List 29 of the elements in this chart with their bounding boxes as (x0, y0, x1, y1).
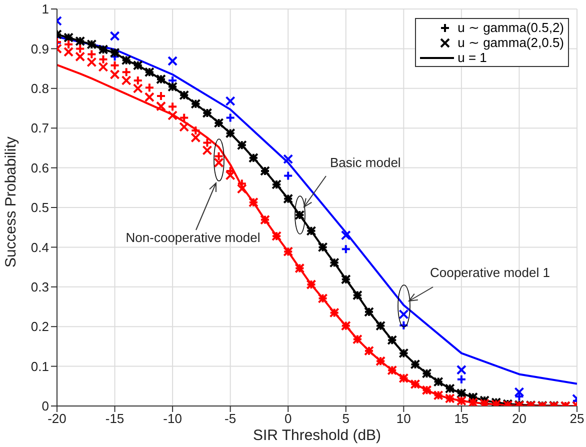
y-tick-label: 0.7 (30, 120, 49, 136)
y-tick-label: 0 (42, 398, 49, 414)
x-tick-label: 15 (454, 411, 469, 426)
annotation: Basic model (330, 155, 401, 170)
x-tick-label: 10 (396, 411, 411, 426)
y-tick-label: 0.6 (30, 160, 49, 176)
x-axis-title: SIR Threshold (dB) (252, 427, 382, 444)
y-tick-label: 1 (42, 2, 49, 17)
annotation: Non-cooperative model (126, 230, 260, 245)
legend-label: u = 1 (458, 50, 487, 65)
y-tick-label: 0.2 (30, 319, 49, 334)
y-tick-label: 0.9 (30, 41, 49, 56)
x-tick-label: 0 (284, 411, 292, 426)
x-tick-label: 25 (570, 411, 584, 426)
x-tick-label: -15 (105, 411, 124, 426)
x-tick-label: -5 (224, 411, 236, 426)
x-tick-label: -10 (163, 411, 182, 426)
x-tick-label: 20 (512, 411, 526, 426)
x-tick-label: -20 (48, 411, 66, 426)
y-axis-title: Success Probability (2, 136, 20, 268)
y-tick-label: 0.4 (30, 240, 49, 255)
y-tick-label: 0.5 (30, 200, 49, 216)
annotation: Cooperative model 1 (430, 265, 550, 280)
legend-label: u ∼ gamma(0.5,2) (458, 20, 564, 35)
legend-label: u ∼ gamma(2,0.5) (458, 35, 564, 50)
y-tick-label: 0.8 (30, 81, 49, 96)
y-tick-label: 0.3 (30, 280, 49, 295)
x-tick-label: 5 (342, 411, 350, 426)
y-tick-label: 0.1 (30, 358, 49, 374)
